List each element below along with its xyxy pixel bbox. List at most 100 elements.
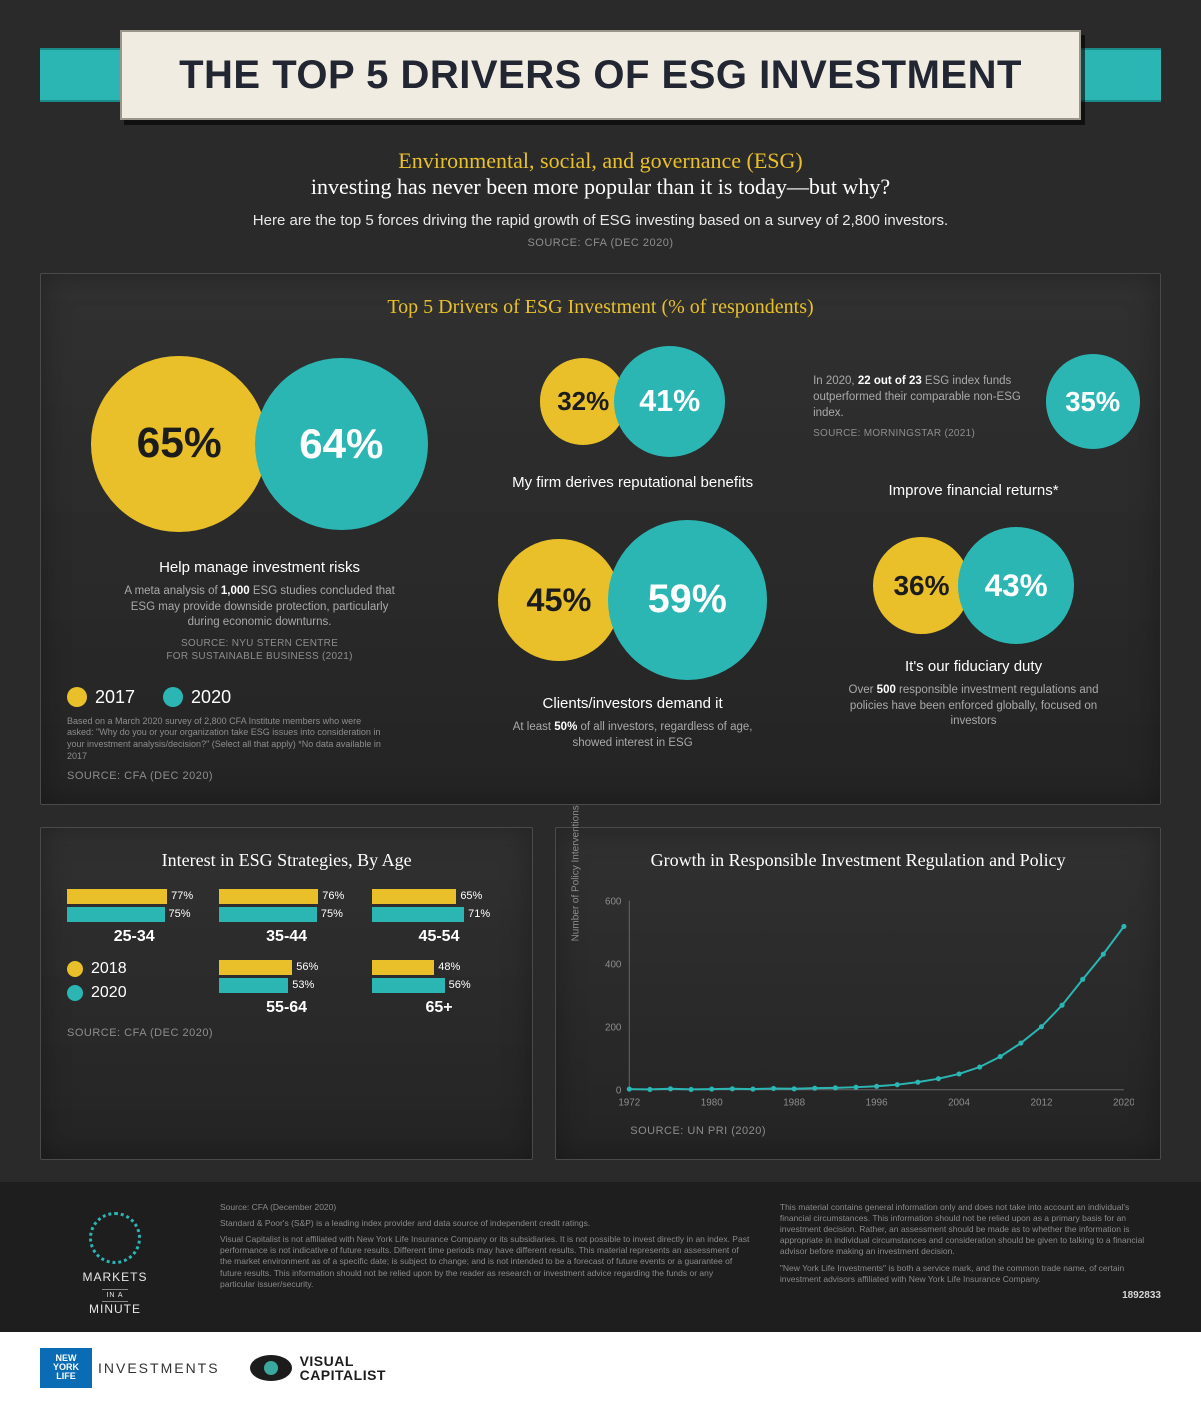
age-cell: 76%75%35-44 (219, 889, 353, 946)
vc-eye-icon (250, 1355, 292, 1381)
intro-white: investing has never been more popular th… (40, 174, 1161, 200)
legend-2017-label: 2017 (95, 687, 135, 708)
bubble: 65% (91, 356, 267, 532)
driver-risk-note: A meta analysis of 1,000 ESG studies con… (120, 584, 400, 631)
age-cell: 48%56%65+ (372, 960, 506, 1017)
driver-col-2: 32%41% My firm derives reputational bene… (472, 339, 793, 782)
age-title: Interest in ESG Strategies, By Age (67, 850, 506, 871)
bubble: 43% (958, 527, 1074, 643)
callout-pre: In 2020, (813, 375, 858, 387)
policy-panel: Growth in Responsible Investment Regulat… (555, 827, 1161, 1160)
bubble: 45% (498, 539, 620, 661)
policy-chart: Number of Policy Interventions 020040060… (582, 889, 1134, 1119)
f2l2: "New York Life Investments" is both a se… (780, 1263, 1161, 1285)
f1l3: Visual Capitalist is not affiliated with… (220, 1234, 750, 1289)
svg-text:2004: 2004 (948, 1098, 970, 1109)
note-pre: A meta analysis of (124, 585, 221, 597)
markets-3: MINUTE (40, 1302, 190, 1318)
age-group-label: 45-54 (372, 928, 506, 946)
svg-text:400: 400 (605, 960, 622, 971)
nyl3: LIFE (44, 1372, 88, 1381)
title-box: THE TOP 5 DRIVERS OF ESG INVESTMENT (120, 30, 1081, 120)
bubble-pair-risk: 65%64% (67, 339, 452, 549)
bubble-pair-returns: 35% (1052, 339, 1135, 464)
legend-2017-dot (67, 687, 87, 707)
age-cell: 65%71%45-54 (372, 889, 506, 946)
driver-col-1: 65%64% Help manage investment risks A me… (67, 339, 452, 782)
svg-text:1988: 1988 (783, 1098, 805, 1109)
svg-text:1972: 1972 (619, 1098, 641, 1109)
age-bar: 56% (372, 978, 506, 993)
vc-text: VISUAL CAPITALIST (300, 1354, 386, 1382)
driver-risk-src1: SOURCE: NYU STERN CENTRE (67, 637, 452, 650)
returns-src: SOURCE: MORNINGSTAR (2021) (813, 427, 1037, 440)
driver-demand-label: Clients/investors demand it (472, 695, 793, 712)
age-bar: 75% (219, 907, 353, 922)
intro-source: SOURCE: CFA (DEC 2020) (40, 237, 1161, 249)
bubble: 64% (255, 358, 428, 531)
svg-text:0: 0 (616, 1086, 622, 1097)
driver-returns-label: Improve financial returns* (813, 482, 1134, 499)
markets-1: MARKETS (40, 1270, 190, 1286)
policy-svg: 02004006001972198019881996200420122020 (582, 889, 1134, 1119)
age-group-label: 25-34 (67, 928, 201, 946)
age-group-label: 65+ (372, 999, 506, 1017)
footer-id: 1892833 (780, 1289, 1161, 1302)
bubble: 35% (1046, 354, 1141, 449)
drivers-grid: 65%64% Help manage investment risks A me… (67, 339, 1134, 782)
vc2: CAPITALIST (300, 1368, 386, 1382)
age-panel: Interest in ESG Strategies, By Age 77% 75… (40, 827, 533, 1160)
age-bar: 56% (219, 960, 353, 975)
vc-logo: VISUAL CAPITALIST (250, 1354, 386, 1382)
bubble: 59% (608, 520, 767, 679)
driver-demand-note: At least 50% of all investors, regardles… (493, 720, 773, 751)
svg-text:600: 600 (605, 897, 622, 908)
nyl-text: INVESTMENTS (98, 1360, 220, 1376)
bubble: 36% (873, 537, 970, 634)
legend-2020-label: 2020 (191, 687, 231, 708)
f2l1: This material contains general informati… (780, 1202, 1161, 1257)
footer: MARKETS IN A MINUTE Source: CFA (Decembe… (0, 1182, 1201, 1331)
driver-col-3: In 2020, 22 out of 23 ESG index funds ou… (813, 339, 1134, 782)
age-bar: 71% (372, 907, 506, 922)
age-cell: 77% 75% 25-34 (67, 889, 201, 946)
driver-returns: In 2020, 22 out of 23 ESG index funds ou… (813, 339, 1134, 499)
title-banner: THE TOP 5 DRIVERS OF ESG INVESTMENT (40, 30, 1161, 120)
note-bold: 500 (877, 684, 896, 696)
note-bold: 1,000 (221, 585, 250, 597)
intro-yellow: Environmental, social, and governance (E… (40, 148, 1161, 174)
svg-text:200: 200 (605, 1023, 622, 1034)
footer-col-1: Source: CFA (December 2020) Standard & P… (220, 1202, 750, 1289)
returns-callout: In 2020, 22 out of 23 ESG index funds ou… (813, 373, 1037, 440)
nyl-logo: NEW YORK LIFE INVESTMENTS (40, 1348, 220, 1388)
driver-risk-label: Help manage investment risks (67, 559, 452, 576)
f1l2: Standard & Poor's (S&P) is a leading ind… (220, 1218, 750, 1229)
policy-source: SOURCE: UN PRI (2020) (630, 1125, 1134, 1137)
driver-fid-note: Over 500 responsible investment regulati… (834, 683, 1114, 730)
age-bar: 77% (67, 889, 201, 904)
note-post: of all investors, regardless of age, sho… (573, 721, 753, 749)
age-bar: 76% (219, 889, 353, 904)
age-source: SOURCE: CFA (DEC 2020) (67, 1027, 506, 1039)
age-group-label: 55-64 (219, 999, 353, 1017)
drivers-legend-source: SOURCE: CFA (DEC 2020) (67, 770, 452, 782)
bubble-pair-fiduciary: 36%43% (813, 523, 1134, 648)
driver-risk-src2: FOR SUSTAINABLE BUSINESS (2021) (67, 650, 452, 663)
intro-block: Environmental, social, and governance (E… (40, 148, 1161, 249)
driver-rep-label: My firm derives reputational benefits (472, 474, 793, 491)
svg-text:2020: 2020 (1113, 1098, 1134, 1109)
note-bold: 50% (554, 721, 577, 733)
bubble-pair-demand: 45%59% (472, 515, 793, 685)
drivers-title: Top 5 Drivers of ESG Investment (% of re… (67, 296, 1134, 319)
bubble: 41% (614, 346, 725, 457)
age-bar: 75% (67, 907, 201, 922)
markets-logo-ring-icon (89, 1212, 141, 1264)
f1l1: Source: CFA (December 2020) (220, 1202, 750, 1213)
markets-logo: MARKETS IN A MINUTE (40, 1202, 190, 1317)
markets-2: IN A (102, 1289, 127, 1302)
infographic-page: THE TOP 5 DRIVERS OF ESG INVESTMENT Envi… (0, 0, 1201, 1404)
age-grid: 77%75%25-3476%75%35-4465%71%45-542018202… (67, 889, 506, 1017)
returns-row: In 2020, 22 out of 23 ESG index funds ou… (813, 339, 1134, 474)
policy-title: Growth in Responsible Investment Regulat… (582, 850, 1134, 871)
page-title: THE TOP 5 DRIVERS OF ESG INVESTMENT (179, 53, 1022, 98)
